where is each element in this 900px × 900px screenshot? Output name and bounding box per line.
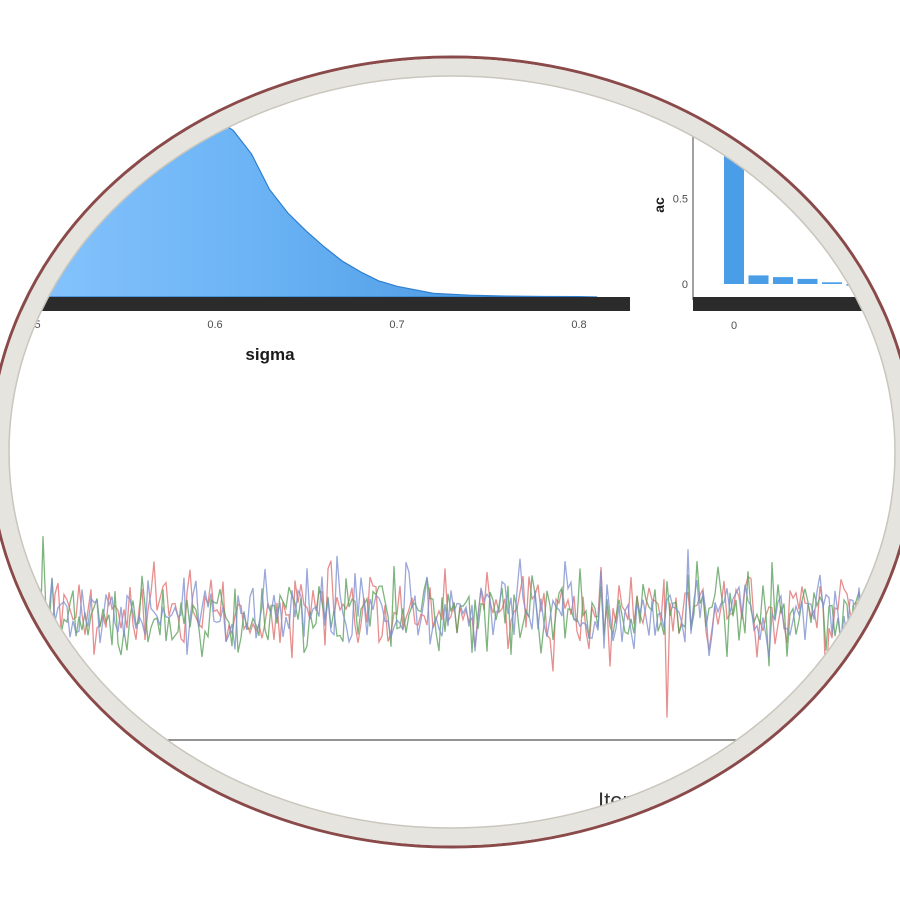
acf-bar-lag-2 (773, 277, 793, 284)
sigma-density-panel: 0.5 0.6 0.7 0.8 sigma (0, 117, 630, 364)
acf-y-tick-1: 0.5 (673, 193, 688, 205)
acf-x-tick-0: 0 (731, 320, 737, 332)
autocorrelation-panel: 00.5 ac 0 (651, 128, 900, 332)
trace-line-chain-1 (0, 560, 900, 718)
acf-bar-lag-1 (748, 275, 769, 284)
acf-y-tick-0: 0 (682, 279, 688, 291)
density-x-tick-2: 0.7 (389, 319, 404, 331)
acf-bar-lag-3 (797, 278, 818, 284)
density-x-ticks: 0.5 0.6 0.7 0.8 (25, 319, 586, 331)
acf-y-ticks: 00.5 (673, 193, 688, 291)
trace-line-chain-3 (0, 549, 900, 658)
density-x-axis-bar (0, 297, 630, 311)
acf-x-axis-bar (693, 297, 900, 311)
density-x-tick-3: 0.8 (571, 319, 586, 331)
density-x-axis-title: sigma (245, 345, 295, 364)
oval-frame (0, 55, 900, 849)
trace-lines (0, 536, 900, 718)
density-x-tick-1: 0.6 (207, 319, 222, 331)
acf-bar-lag-0 (724, 147, 744, 284)
acf-y-axis-title: ac (651, 197, 667, 213)
acf-bar-lag-4 (822, 282, 842, 284)
